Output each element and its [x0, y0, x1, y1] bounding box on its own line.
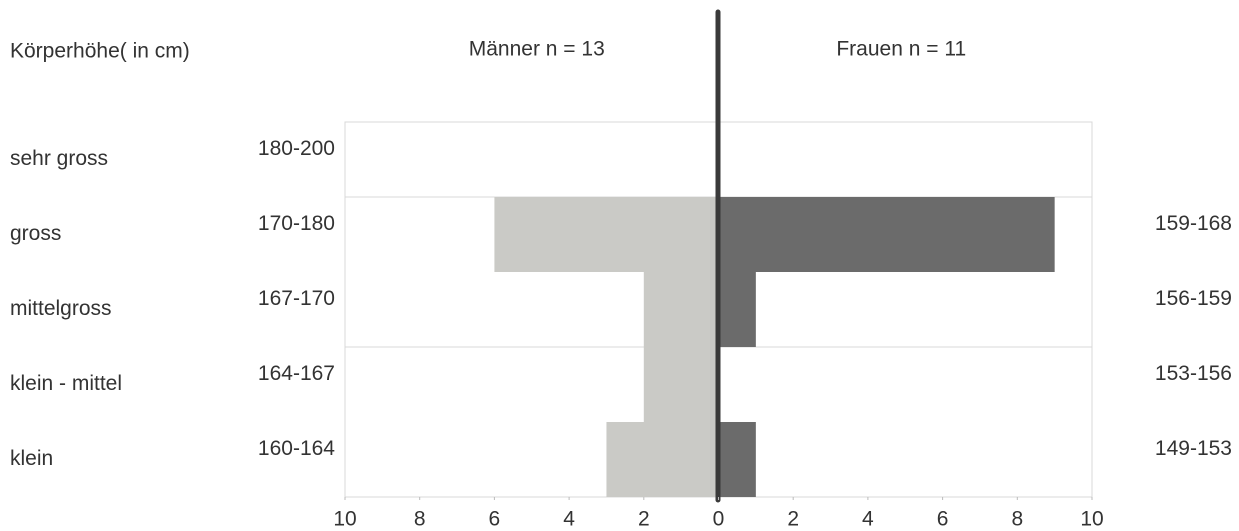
axis-label: Körperhöhe( in cm) — [10, 40, 190, 63]
category-label: mittelgross — [10, 297, 112, 320]
legend-label: Männer n = 13 — [469, 38, 605, 61]
bars — [494, 197, 1055, 497]
x-tick-label: 6 — [489, 508, 501, 531]
category-label: sehr gross — [10, 147, 108, 170]
range-label: 164-167 — [258, 362, 335, 385]
range-label: 153-156 — [1155, 362, 1232, 385]
x-tick-label: 8 — [414, 508, 426, 531]
x-tick-label: 2 — [638, 508, 650, 531]
bar — [643, 347, 719, 422]
range-label: 156-159 — [1155, 287, 1232, 310]
x-tick-label: 0 — [713, 508, 725, 531]
x-tick-label: 4 — [862, 508, 874, 531]
bar — [494, 197, 719, 272]
range-label: 170-180 — [258, 212, 335, 235]
category-label: gross — [10, 222, 61, 245]
range-label: 149-153 — [1155, 437, 1232, 460]
x-tick-label: 10 — [1080, 508, 1103, 531]
bar — [643, 272, 719, 347]
range-label: 159-168 — [1155, 212, 1232, 235]
category-label: klein - mittel — [10, 372, 122, 395]
legend-label: Frauen n = 11 — [836, 38, 966, 61]
x-tick-label: 4 — [563, 508, 575, 531]
bar — [718, 197, 1055, 272]
range-label: 180-200 — [258, 137, 335, 160]
range-label: 160-164 — [258, 437, 335, 460]
bar — [606, 422, 719, 497]
x-tick-label: 6 — [937, 508, 949, 531]
x-tick-label: 10 — [333, 508, 356, 531]
range-label: 167-170 — [258, 287, 335, 310]
bar — [718, 422, 756, 497]
x-tick-label: 8 — [1011, 508, 1023, 531]
x-tick-label: 2 — [787, 508, 799, 531]
bar — [718, 272, 756, 347]
category-label: klein — [10, 447, 53, 470]
